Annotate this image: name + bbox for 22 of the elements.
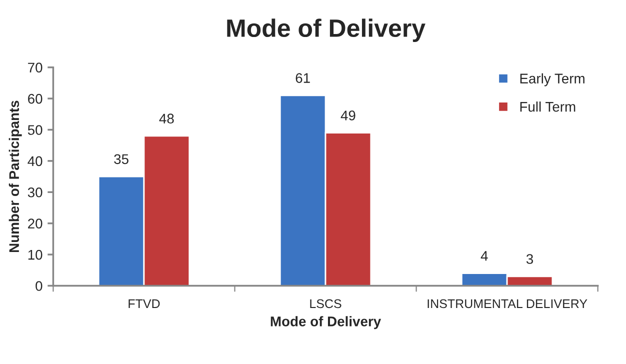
y-tick-label: 20 (28, 218, 42, 229)
legend-label: Early Term (520, 73, 584, 86)
y-tick-label: 50 (28, 125, 42, 135)
y-tick-label: 60 (28, 94, 42, 104)
y-tick-label: 10 (28, 250, 42, 260)
y-tick-label: 0 (36, 281, 42, 291)
x-tick-label: LSCS (310, 299, 342, 308)
y-tick-label: 30 (28, 187, 42, 198)
legend-label: Full Term (520, 102, 576, 112)
y-tick-label: 40 (28, 156, 42, 166)
chart-title: Mode of Delivery (227, 18, 426, 42)
data-label: 61 (296, 73, 310, 83)
data-label: 49 (340, 110, 356, 120)
data-label: 35 (114, 154, 128, 164)
x-tick-label: FTVD (128, 299, 160, 308)
data-label: 3 (526, 254, 534, 264)
data-label: 48 (159, 114, 174, 124)
x-axis-title: Mode of Delivery (270, 316, 382, 330)
data-label: 4 (480, 251, 488, 261)
x-tick-label: INSTRUMENTAL DELIVERY (428, 299, 588, 308)
y-tick-label: 70 (28, 62, 42, 73)
y-axis-title: Number of Participants (8, 100, 22, 252)
